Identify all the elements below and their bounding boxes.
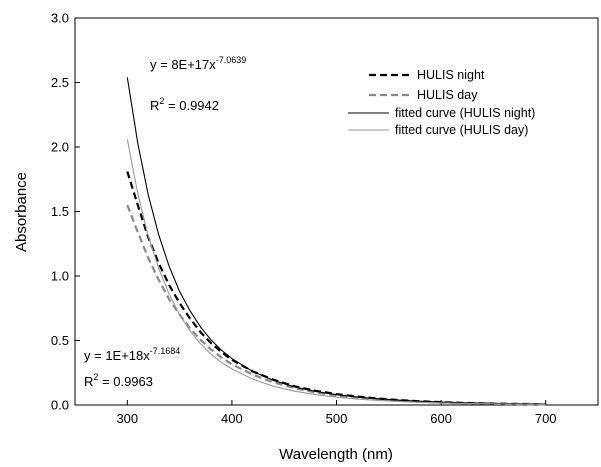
x-axis-title: Wavelength (nm) <box>279 446 393 463</box>
y-tick-label: 0.0 <box>51 398 69 413</box>
equation-night: y = 8E+17x-7.0639 <box>150 55 246 72</box>
r-squared-day: R2 = 0.9963 <box>84 372 153 389</box>
y-tick-label: 1.5 <box>51 204 69 219</box>
x-tick-label: 500 <box>326 411 348 426</box>
y-axis-title: Absorbance <box>13 172 30 252</box>
y-tick-label: 1.0 <box>51 269 69 284</box>
plot-area <box>74 17 599 406</box>
equation-day: y = 1E+18x-7.1684 <box>84 346 180 363</box>
y-tick-label: 0.5 <box>51 333 69 348</box>
x-tick-label: 700 <box>535 411 557 426</box>
r-squared-night: R2 = 0.9942 <box>150 96 219 113</box>
series-layer <box>126 77 546 406</box>
x-axis: 300 400 500 600 700 <box>116 400 557 426</box>
y-axis: 0.0 0.5 1.0 1.5 2.0 2.5 3.0 <box>51 11 80 413</box>
y-tick-label: 2.5 <box>51 75 69 90</box>
legend-label-hulis-night: HULIS night <box>417 68 485 82</box>
y-tick-label: 2.0 <box>51 140 69 155</box>
y-tick-label: 3.0 <box>51 11 69 26</box>
legend-label-hulis-day: HULIS day <box>417 88 478 102</box>
x-tick-label: 300 <box>116 411 138 426</box>
series-line-fitted-curve-hulis-day <box>126 139 546 405</box>
legend-label-fitted-curve-hulis-night: fitted curve (HULIS night) <box>395 106 535 120</box>
series-line-fitted-curve-hulis-night <box>126 77 546 405</box>
legend: HULIS night HULIS day fitted curve (HULIS … <box>348 68 535 137</box>
x-tick-label: 600 <box>430 411 452 426</box>
annotations: y = 8E+17x-7.0639 R2 = 0.9942 y = 1E+18x-7… <box>84 55 246 389</box>
legend-label-fitted-curve-hulis-day: fitted curve (HULIS day) <box>395 123 528 137</box>
x-tick-label: 400 <box>221 411 243 426</box>
